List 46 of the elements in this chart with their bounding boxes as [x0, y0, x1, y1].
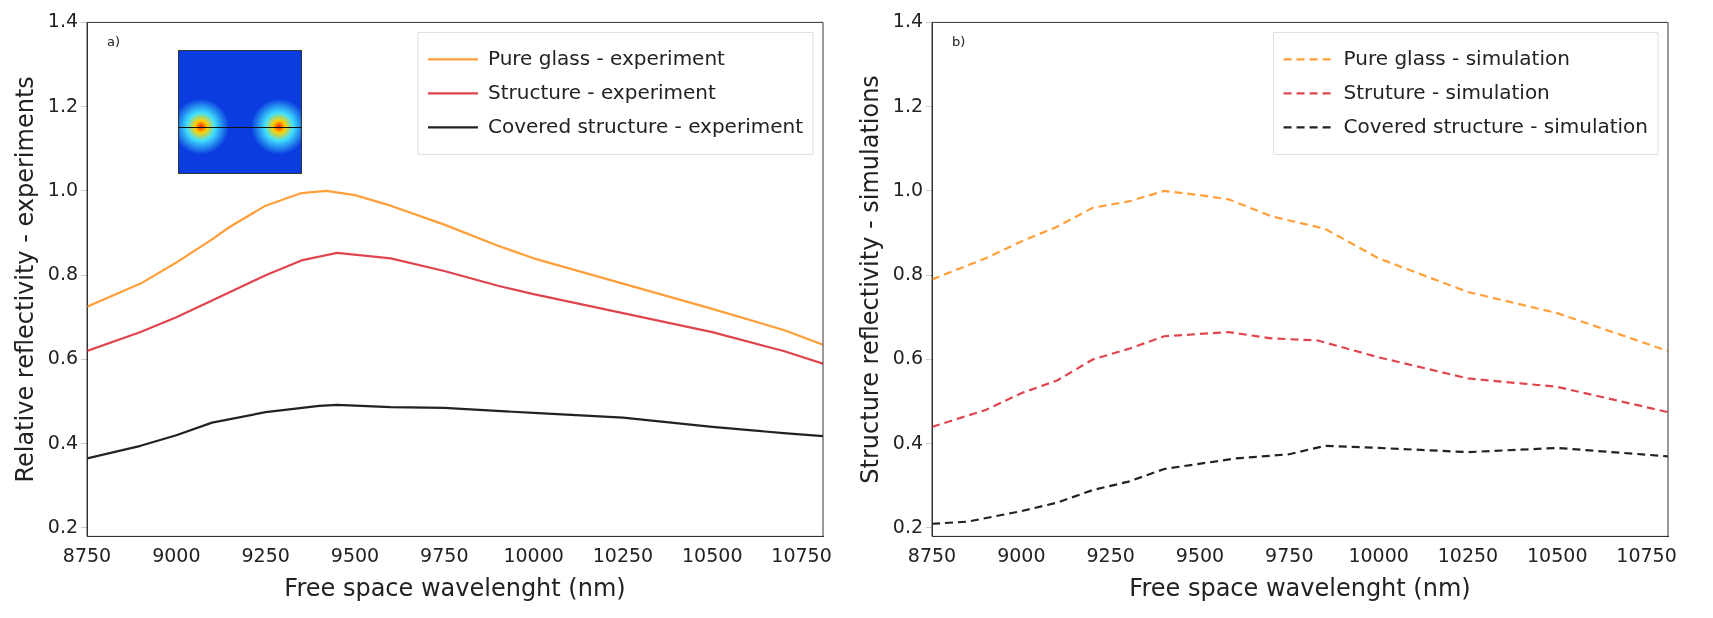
- legend-label: Pure glass - experiment: [487, 45, 726, 70]
- x-tick-label: 8750: [907, 543, 957, 566]
- y-tick-label: 0.6: [47, 346, 79, 369]
- x-tick-label: 9500: [330, 543, 380, 566]
- x-tick-label: 9250: [241, 543, 290, 566]
- x-tick-label: 9000: [997, 543, 1046, 566]
- y-tick-label: 0.2: [47, 514, 79, 537]
- y-tick-label: 0.6: [892, 346, 924, 369]
- x-tick-label: 9250: [1086, 543, 1135, 566]
- y-axis-title: Relative reflectivity - experiments: [10, 76, 39, 483]
- line-series: [932, 330, 1668, 428]
- legend-label: Structure - experiment: [487, 79, 716, 104]
- x-axis-title: Free space wavelenght (nm): [284, 573, 626, 602]
- y-tick-label: 1.4: [892, 9, 924, 32]
- x-tick-label: 10500: [1527, 543, 1588, 566]
- annotation: a): [107, 34, 121, 50]
- line-series: [932, 444, 1668, 525]
- y-tick-label: 0.8: [47, 262, 79, 285]
- x-tick-label: 10000: [1348, 543, 1409, 566]
- annotation: b): [952, 34, 966, 50]
- y-tick-label: 0.8: [892, 262, 924, 285]
- x-tick-label: 9500: [1175, 543, 1225, 566]
- x-tick-label: 10000: [503, 543, 564, 566]
- x-tick-label: 10500: [682, 543, 743, 566]
- x-tick-label: 10250: [1437, 543, 1499, 566]
- x-tick-label: 9750: [1265, 543, 1314, 566]
- y-tick-label: 1.0: [892, 177, 924, 200]
- legend-label: Pure glass - simulation: [1343, 45, 1570, 70]
- legend-label: Covered structure - experiment: [487, 113, 804, 138]
- x-axis-title: Free space wavelenght (nm): [1129, 573, 1471, 602]
- x-tick-label: 10250: [592, 543, 654, 566]
- y-tick-label: 0.2: [892, 514, 924, 537]
- x-tick-label: 9000: [152, 543, 201, 566]
- y-tick-label: 0.4: [47, 430, 79, 453]
- legend-label: Covered structure - simulation: [1343, 113, 1648, 138]
- y-tick-label: 1.0: [47, 177, 79, 200]
- y-axis-title: Structure reflectivity - simulations: [855, 75, 884, 484]
- y-tick-label: 1.2: [47, 93, 79, 116]
- x-tick-label: 9750: [420, 543, 469, 566]
- y-tick-label: 0.4: [892, 430, 924, 453]
- x-tick-label: 10750: [771, 543, 832, 566]
- y-tick-label: 1.2: [892, 93, 924, 116]
- x-tick-label: 8750: [62, 543, 112, 566]
- legend-label: Struture - simulation: [1343, 79, 1550, 104]
- y-tick-label: 1.4: [47, 9, 79, 32]
- x-tick-label: 10750: [1616, 543, 1677, 566]
